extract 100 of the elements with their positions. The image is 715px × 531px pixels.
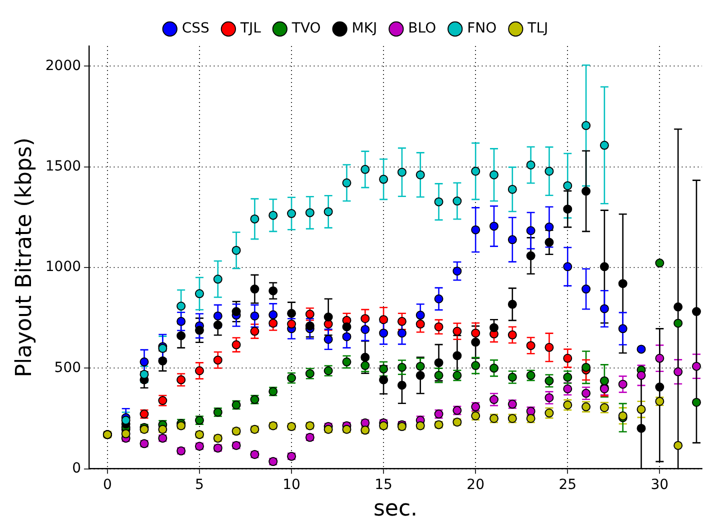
point (360, 324, 370, 334)
point (489, 222, 498, 231)
x-tick-label: 0 (102, 476, 112, 493)
point (563, 181, 572, 190)
point (526, 226, 536, 236)
point (655, 258, 664, 268)
point (268, 286, 278, 296)
point (618, 380, 628, 389)
point (582, 362, 591, 372)
point (655, 354, 664, 363)
point (232, 246, 241, 255)
point (416, 310, 425, 320)
point (416, 320, 425, 329)
point (600, 376, 609, 386)
point (287, 320, 296, 329)
point (140, 370, 149, 379)
point (360, 164, 370, 174)
legend-label: TVO (290, 20, 321, 37)
legend-label: TJL (239, 20, 262, 37)
point (471, 225, 480, 234)
point (526, 160, 536, 170)
point (674, 318, 683, 328)
point (544, 166, 554, 176)
point (397, 380, 406, 390)
legend-label: TLJ (526, 20, 548, 37)
point (250, 311, 260, 320)
point (250, 214, 260, 224)
point (360, 352, 370, 362)
point (416, 170, 425, 180)
point (213, 356, 222, 365)
y-tick-label: 2000 (45, 58, 82, 74)
point (452, 351, 462, 360)
point (471, 338, 480, 347)
point (471, 328, 480, 338)
point (324, 207, 333, 216)
point (489, 323, 498, 332)
point (194, 366, 204, 376)
point (416, 370, 425, 380)
point (636, 404, 646, 414)
point (544, 342, 554, 352)
point (232, 340, 241, 350)
point (397, 168, 406, 177)
point (213, 274, 222, 284)
point (379, 375, 388, 384)
point (618, 279, 628, 288)
point (379, 174, 388, 184)
legend-label: CSS (182, 20, 210, 37)
point (434, 322, 444, 332)
point (452, 266, 462, 276)
y-tick-label: 0 (72, 460, 82, 476)
point (140, 357, 149, 366)
point (287, 308, 296, 318)
y-tick-label: 500 (54, 360, 82, 376)
point (268, 318, 278, 328)
point (544, 222, 554, 232)
point (416, 362, 425, 371)
point (194, 289, 204, 298)
x-tick-label: 25 (558, 476, 577, 493)
point (526, 251, 536, 260)
point (692, 362, 701, 371)
point (508, 330, 517, 340)
point (434, 370, 444, 380)
point (563, 354, 572, 363)
x-axis-title: sec. (373, 496, 418, 522)
point (692, 398, 701, 407)
legend-label: MKJ (352, 20, 378, 37)
point (268, 210, 278, 220)
point (636, 370, 646, 380)
x-tick-label: 30 (650, 476, 669, 493)
point (379, 328, 388, 338)
point (526, 341, 536, 350)
point (342, 322, 352, 332)
point (600, 262, 609, 272)
point (434, 294, 444, 304)
y-axis-title: Playout Bitrate (kbps) (12, 138, 37, 378)
point (324, 312, 333, 322)
point (250, 326, 260, 336)
point (397, 328, 406, 338)
point (452, 196, 462, 206)
point (176, 316, 186, 326)
point (268, 310, 278, 320)
point (674, 440, 683, 450)
point (508, 184, 517, 194)
y-tick-label: 1500 (45, 158, 82, 174)
point (121, 416, 130, 425)
point (213, 320, 222, 330)
point (582, 121, 591, 130)
point (452, 326, 462, 336)
point (379, 315, 388, 324)
point (636, 424, 646, 433)
point (342, 332, 352, 342)
point (636, 344, 646, 354)
point (618, 324, 628, 334)
point (582, 186, 591, 196)
point (434, 358, 444, 368)
point (692, 307, 701, 316)
x-tick-label: 5 (195, 476, 204, 493)
point (379, 364, 388, 374)
x-tick-label: 20 (466, 476, 484, 493)
point (250, 284, 260, 294)
